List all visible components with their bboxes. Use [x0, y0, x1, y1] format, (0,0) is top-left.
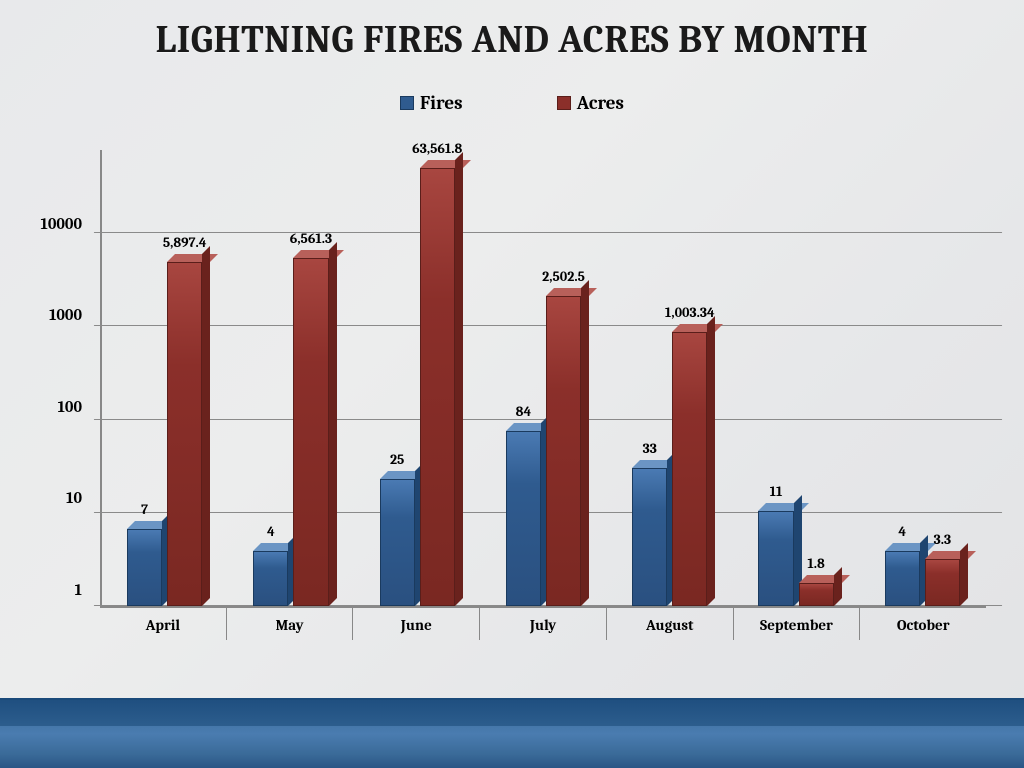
fires-legend-label: Fires [420, 92, 463, 114]
data-label: 3.3 [897, 531, 987, 548]
fires-bar: 84 [506, 431, 541, 606]
fires-bar: 4 [885, 551, 920, 606]
bar-group: 43.3 [860, 150, 986, 606]
bar-group: 75,897.4 [102, 150, 228, 606]
footer-band [0, 698, 1024, 768]
acres-bar: 1.8 [799, 583, 834, 606]
acres-swatch [557, 96, 571, 110]
acres-bar: 2,502.5 [546, 296, 581, 606]
data-label: 63,561.8 [392, 140, 482, 157]
fires-bar: 33 [632, 468, 667, 606]
acres-bar: 6,561.3 [293, 258, 328, 606]
acres-bar: 63,561.8 [420, 168, 455, 606]
data-label: 5,897.4 [140, 234, 230, 251]
bar-group: 111.8 [733, 150, 859, 606]
data-label: 2,502.5 [519, 268, 609, 285]
x-axis-category: August [607, 608, 734, 640]
x-axis-category: July [480, 608, 607, 640]
bar-group: 46,561.3 [228, 150, 354, 606]
y-axis-tick: 1 [30, 581, 92, 599]
acres-legend-label: Acres [577, 92, 624, 114]
plot-area: 75,897.446,561.32563,561.8842,502.5331,0… [100, 150, 986, 608]
y-axis-tick: 100 [30, 398, 92, 416]
acres-bar: 1,003.34 [672, 332, 707, 606]
fires-bar: 7 [127, 529, 162, 606]
acres-bar: 3.3 [925, 559, 960, 606]
x-axis-category: June [353, 608, 480, 640]
fires-bar: 25 [380, 479, 415, 606]
chart: 110100100010000 75,897.446,561.32563,561… [30, 150, 994, 640]
data-label: 11 [731, 483, 821, 500]
x-axis-category: October [860, 608, 986, 640]
bar-group: 842,502.5 [481, 150, 607, 606]
x-axis-category: April [100, 608, 227, 640]
acres-bar: 5,897.4 [167, 262, 202, 606]
y-axis-tick: 10000 [30, 215, 92, 233]
chart-title: LIGHTNING FIRES AND ACRES BY MONTH [0, 0, 1024, 62]
legend-item-fires: Fires [400, 92, 463, 114]
fires-swatch [400, 96, 414, 110]
data-label: 1,003.34 [645, 304, 735, 321]
legend: Fires Acres [0, 92, 1024, 114]
y-axis-tick: 10 [30, 489, 92, 507]
bar-group: 331,003.34 [607, 150, 733, 606]
data-label: 6,561.3 [266, 230, 356, 247]
data-label: 1.8 [771, 555, 861, 572]
y-axis-tick: 1000 [30, 306, 92, 324]
fires-bar: 4 [253, 551, 288, 606]
bar-group: 2563,561.8 [355, 150, 481, 606]
x-axis-category: September [734, 608, 861, 640]
x-axis-category: May [227, 608, 354, 640]
legend-item-acres: Acres [557, 92, 624, 114]
